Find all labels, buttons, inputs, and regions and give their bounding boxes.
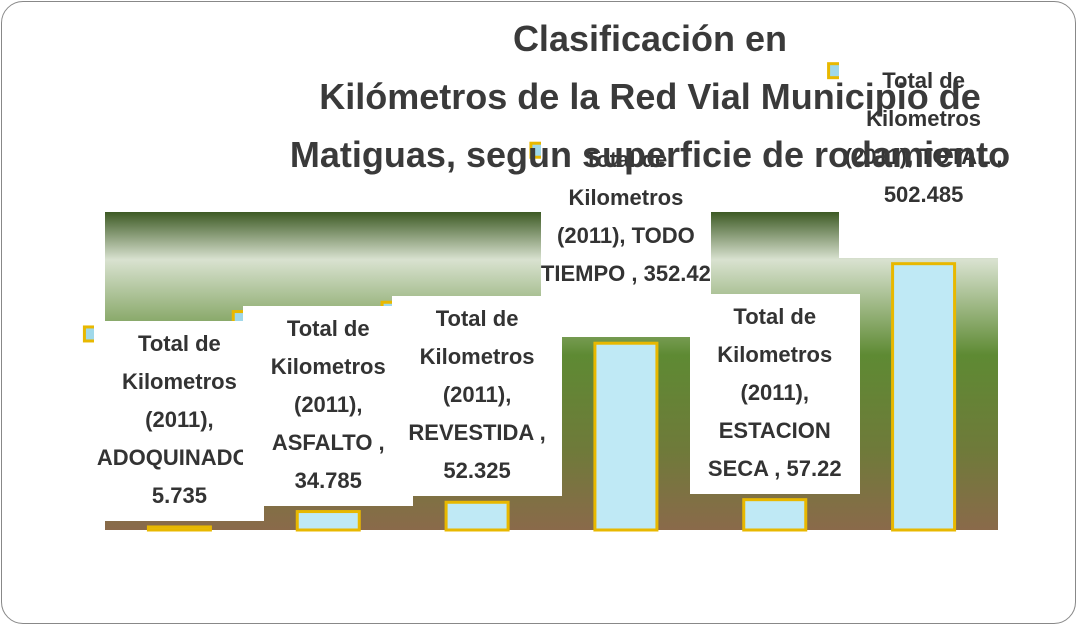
bar xyxy=(297,512,359,530)
data-label: Total de Kilometros (2011), REVESTIDA , … xyxy=(392,296,562,496)
data-label: Total de Kilometros (2011), ADOQUINADO ,… xyxy=(94,321,264,521)
page: (() => { const data = JSON.parse(documen… xyxy=(0,0,1079,627)
bar xyxy=(446,502,508,530)
data-label: Total de Kilometros (2011), ASFALTO , 34… xyxy=(243,306,413,506)
bar xyxy=(148,527,210,530)
bar xyxy=(595,343,657,530)
chart-title: Clasificación en Kilómetros de la Red Vi… xyxy=(200,10,1079,184)
bar xyxy=(744,500,806,530)
data-label: Total de Kilometros (2011), ESTACION SEC… xyxy=(690,294,860,494)
bar xyxy=(893,264,955,530)
